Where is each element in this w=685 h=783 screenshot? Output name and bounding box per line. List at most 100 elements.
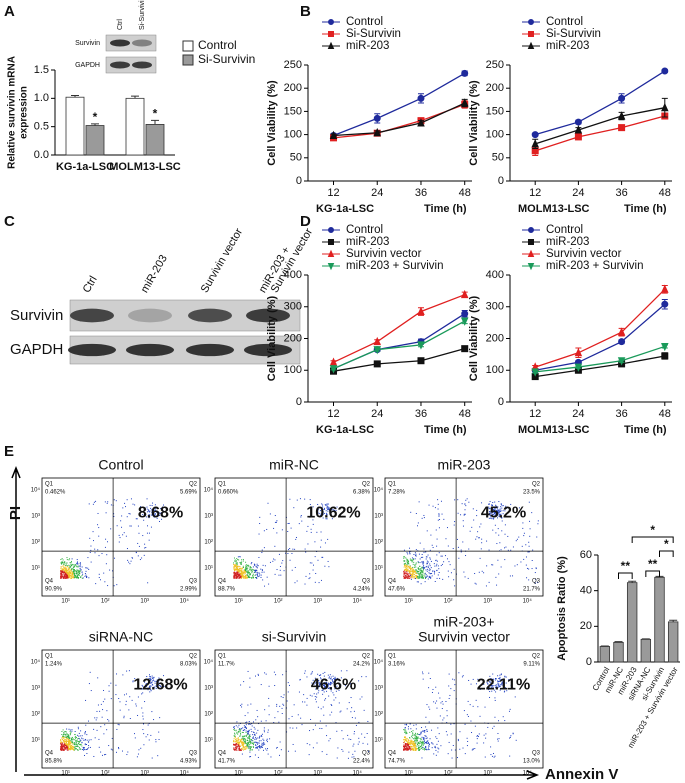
flow-dot — [492, 687, 494, 689]
flow-dot — [487, 687, 489, 689]
flow-dot — [233, 749, 235, 751]
flow-dot — [509, 736, 511, 738]
flow-dot — [322, 506, 324, 508]
flow-dot — [269, 513, 271, 515]
flow-dot — [420, 747, 422, 749]
flow-dot — [337, 747, 339, 749]
flow-dot — [326, 503, 328, 505]
flow-dot — [336, 506, 338, 508]
flow-dot — [446, 722, 448, 724]
flow-dot — [404, 575, 406, 577]
flow-title: miR-203+ — [433, 614, 494, 630]
flow-dot — [435, 747, 437, 749]
flow-dot — [495, 686, 497, 688]
y-tick-label: 100 — [284, 129, 302, 141]
flow-dot — [419, 542, 421, 544]
flow-dot — [328, 682, 330, 684]
flow-dot — [326, 514, 328, 516]
flow-dot — [75, 565, 77, 567]
flow-dot — [259, 747, 261, 749]
flow-dot — [241, 743, 243, 745]
error-bar — [600, 645, 609, 647]
flow-dot — [244, 743, 246, 745]
flow-dot — [237, 742, 239, 744]
flow-dot — [144, 684, 146, 686]
flow-dot — [235, 740, 237, 742]
flow-dot — [499, 677, 501, 679]
flow-dot — [125, 704, 127, 706]
flow-dot — [64, 741, 66, 743]
flow-dot — [154, 682, 156, 684]
flow-dot — [492, 514, 494, 516]
blot-band — [128, 308, 172, 323]
error-bar — [669, 619, 678, 622]
flow-dot — [137, 555, 139, 557]
flow-dot — [149, 682, 151, 684]
flow-dot — [507, 549, 509, 551]
flow-dot — [491, 684, 493, 686]
flow-dot — [149, 680, 151, 682]
flow-dot — [242, 558, 244, 560]
flow-dot — [404, 576, 406, 578]
flow-dot — [239, 570, 241, 572]
flow-dot — [435, 559, 437, 561]
flow-dot — [425, 576, 427, 578]
flow-dot — [261, 569, 263, 571]
flow-dot — [427, 749, 429, 751]
flow-dot — [60, 576, 62, 578]
flow-dot — [261, 570, 263, 572]
flow-dot — [71, 739, 73, 741]
flow-dot — [410, 577, 412, 579]
flow-dot — [64, 567, 66, 569]
flow-dot — [85, 574, 87, 576]
flow-dot — [322, 688, 324, 690]
flow-dot — [150, 734, 152, 736]
flow-dot — [477, 531, 479, 533]
flow-dot — [405, 565, 407, 567]
flow-dot — [71, 747, 73, 749]
quadrant-value: 11.7% — [218, 662, 235, 668]
flow-dot — [243, 742, 245, 744]
flow-dot — [61, 568, 63, 570]
flow-dot — [435, 749, 437, 751]
flow-dot — [237, 746, 239, 748]
flow-dot — [249, 744, 251, 746]
flow-dot — [256, 563, 258, 565]
flow-dot — [437, 499, 439, 501]
flow-dot — [245, 567, 247, 569]
flow-dot — [314, 556, 316, 558]
flow-dot — [429, 708, 431, 710]
flow-dot — [74, 565, 76, 567]
flow-dot — [411, 743, 413, 745]
flow-dot — [258, 746, 260, 748]
flow-dot — [493, 689, 495, 691]
flow-dot — [154, 514, 156, 516]
quadrant-value: 13.0% — [523, 759, 541, 765]
flow-dot — [309, 562, 311, 564]
flow-dot — [149, 685, 151, 687]
flow-dot — [304, 548, 306, 550]
flow-dot — [239, 749, 241, 751]
flow-dot — [141, 693, 143, 695]
flow-dot — [62, 570, 64, 572]
flow-dot — [242, 574, 244, 576]
flow-dot — [414, 745, 416, 747]
flow-dot — [429, 557, 431, 559]
error-bar — [71, 95, 79, 98]
flow-dot — [61, 731, 63, 733]
flow-dot — [67, 575, 69, 577]
flow-dot — [325, 510, 327, 512]
flow-dot — [73, 747, 75, 749]
flow-dot — [532, 549, 534, 551]
flow-dot — [247, 704, 249, 706]
marker — [373, 346, 382, 355]
flow-dot — [250, 573, 252, 575]
flow-dot — [276, 746, 278, 748]
flow-dot — [427, 565, 429, 567]
flow-dot — [260, 684, 262, 686]
flow-dot — [495, 678, 497, 680]
flow-dot — [428, 743, 430, 745]
flow-dot — [487, 686, 489, 688]
flow-dot — [403, 741, 405, 743]
flow-dot — [65, 747, 67, 749]
